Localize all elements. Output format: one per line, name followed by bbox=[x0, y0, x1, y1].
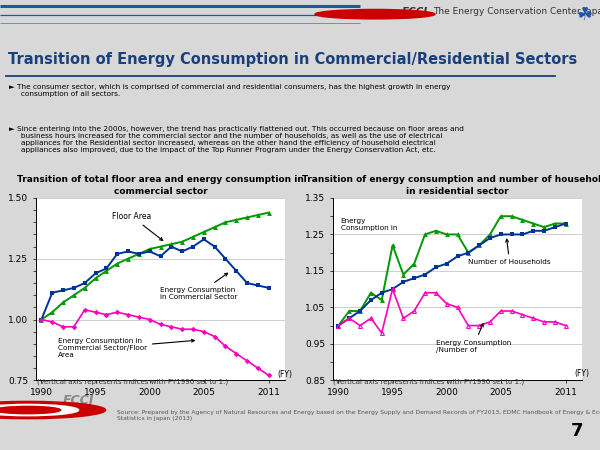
Text: Energy
Consumption in: Energy Consumption in bbox=[341, 218, 397, 231]
Text: (Vertical axis represents indices with FY1990 set to 1.): (Vertical axis represents indices with F… bbox=[333, 378, 524, 385]
Text: (FY): (FY) bbox=[277, 370, 292, 379]
Title: Transition of total floor area and energy consumption in
commercial sector: Transition of total floor area and energ… bbox=[17, 175, 304, 196]
Text: Floor Area: Floor Area bbox=[112, 212, 163, 240]
Title: Transition of energy consumption and number of households
in residential sector: Transition of energy consumption and num… bbox=[302, 175, 600, 196]
Circle shape bbox=[351, 12, 399, 16]
Text: (Vertical axis represents indices with FY1990 set to 1.): (Vertical axis represents indices with F… bbox=[37, 378, 229, 385]
Text: Energy Consumption
/Number of: Energy Consumption /Number of bbox=[436, 324, 511, 353]
Text: Energy Consumption
in Commercial Sector: Energy Consumption in Commercial Sector bbox=[161, 273, 238, 300]
Circle shape bbox=[336, 11, 414, 17]
Text: ECCJ: ECCJ bbox=[402, 7, 428, 17]
Text: Transition of Energy Consumption in Commercial/Residential Sectors: Transition of Energy Consumption in Comm… bbox=[8, 52, 578, 67]
Text: ☘: ☘ bbox=[577, 6, 593, 24]
Text: Source: Prepared by the Agency of Natural Resources and Energy based on the Ener: Source: Prepared by the Agency of Natura… bbox=[117, 410, 600, 421]
Text: The Energy Conservation Center Japan: The Energy Conservation Center Japan bbox=[433, 7, 600, 16]
Text: (FY): (FY) bbox=[574, 369, 589, 378]
Text: ► Since entering into the 2000s, however, the trend has practically flattened ou: ► Since entering into the 2000s, however… bbox=[9, 126, 464, 153]
Circle shape bbox=[0, 401, 106, 419]
Circle shape bbox=[0, 405, 79, 416]
Circle shape bbox=[315, 9, 435, 19]
Text: Number of Households: Number of Households bbox=[469, 239, 551, 266]
Text: Energy Consumption in
Commercial Sector/Floor
Area: Energy Consumption in Commercial Sector/… bbox=[58, 338, 194, 358]
Text: ECCJ: ECCJ bbox=[63, 394, 94, 406]
Text: ► The consumer sector, which is comprised of commercial and residential consumer: ► The consumer sector, which is comprise… bbox=[9, 85, 451, 97]
Text: 7: 7 bbox=[571, 423, 583, 441]
Circle shape bbox=[0, 406, 61, 414]
